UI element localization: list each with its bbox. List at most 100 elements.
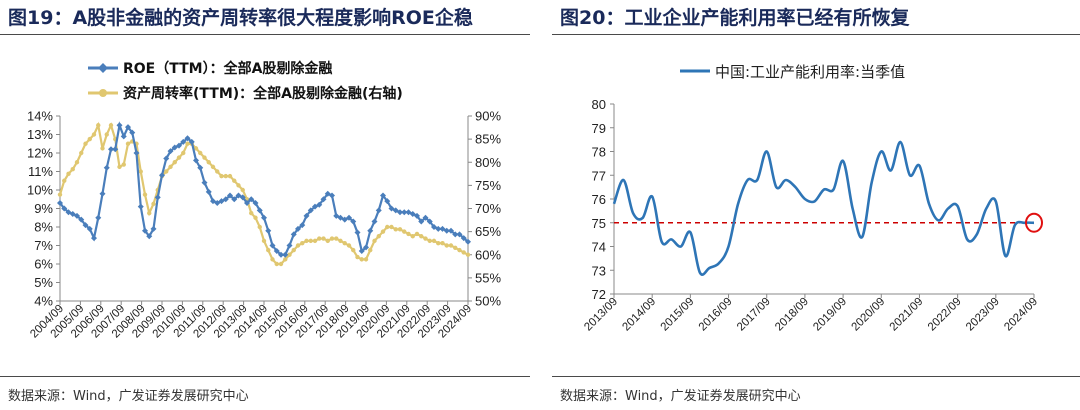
roe-point [337,214,344,221]
roe-point [290,231,297,238]
roe-point [341,216,348,223]
roe-turnover-chart: ROE（TTM）：全部A股剔除金融资产周转率(TTM)：全部A股剔除金融(右轴)… [27,60,501,341]
x-tick-label: 2021/09 [888,296,926,334]
turnover-point [423,236,428,241]
roe-point [171,144,178,151]
roe-point [448,227,454,234]
roe-point [197,164,204,171]
left-source-note: 数据来源：Wind，广发证券发展研究中心 [8,389,249,404]
roe-point [409,211,416,218]
y-right-tick-label: 80% [475,155,501,170]
roe-point [112,146,119,153]
roe-point [95,214,102,221]
roe-point [129,129,136,136]
roe-point [346,214,352,221]
y-right-tick-label: 70% [475,201,501,216]
turnover-point [266,247,271,253]
roe-point [142,227,148,234]
turnover-point [334,236,339,241]
turnover-point [274,261,279,267]
roe-point [222,196,229,203]
roe-point [405,209,412,216]
left-figure: 图19：A股非金融的资产周转率很大程度影响ROE企稳 ROE（TTM）：全部A股… [0,0,530,410]
turnover-point [368,247,373,253]
y-left-tick-label: 5% [34,275,53,290]
turnover-point [104,132,109,137]
turnover-point [436,240,441,246]
turnover-point [448,243,454,248]
roe-point [154,194,161,201]
turnover-point [465,252,471,257]
turnover-point [431,238,437,244]
y-left-tick-label: 6% [34,257,53,272]
y-tick-label: 72 [592,287,606,302]
turnover-point [236,183,241,188]
turnover-point [351,247,356,253]
roe-point [57,199,63,206]
turnover-point [57,192,63,197]
turnover-point [444,243,449,248]
turnover-point [393,227,398,232]
roe-point [146,233,153,240]
roe-point [456,231,463,238]
roe-point [422,214,429,221]
y-left-tick-label: 8% [34,220,53,235]
roe-point [218,198,225,205]
turnover-point [100,146,105,151]
roe-point [282,251,289,258]
y-right-tick-label: 55% [475,270,501,285]
x-tick-label: 2014/09 [620,296,658,334]
turnover-point [304,238,309,244]
y-tick-label: 80 [592,97,606,112]
y-tick-label: 77 [592,168,606,183]
roe-point [180,138,187,145]
latest-value-highlight-circle [1025,212,1043,233]
y-tick-label: 79 [592,121,606,136]
roe-point [388,205,395,212]
roe-point [452,231,459,238]
x-tick-label: 2018/09 [773,296,811,334]
roe-point [261,214,267,221]
roe-point [120,133,127,140]
turnover-point [142,192,148,197]
roe-point [193,157,199,164]
y-tick-label: 78 [592,145,606,160]
roe-point [103,164,110,171]
turnover-point [427,238,432,244]
x-tick-label: 2015/09 [659,296,697,334]
turnover-point [359,257,364,262]
roe-point [371,218,378,225]
roe-point [167,148,174,155]
legend-roe-label: ROE（TTM）：全部A股剔除金融 [123,60,332,77]
turnover-point [402,229,407,234]
roe-point [159,172,165,179]
right-title-rule [552,34,1080,35]
roe-point [367,227,374,234]
turnover-point [253,215,258,220]
turnover-point [376,234,381,239]
y-left-tick-label: 14% [27,109,53,124]
roe-point [78,216,85,223]
turnover-point [210,164,216,170]
y-tick-label: 74 [592,240,606,255]
roe-point [278,251,284,258]
turnover-point [202,155,207,160]
y-tick-label: 73 [592,263,606,278]
roe-point [125,124,131,131]
roe-point [397,209,403,216]
roe-point [65,209,72,216]
roe-point [443,227,450,234]
roe-point [307,207,314,214]
roe-point [299,222,306,229]
roe-point [210,198,216,205]
turnover-point [270,257,275,262]
y-right-tick-label: 90% [475,109,501,124]
roe-point [99,190,106,197]
roe-point [303,212,310,219]
turnover-point [206,160,211,165]
turnover-point [215,169,220,174]
right-source-rule [552,376,1080,377]
roe-point [86,225,93,232]
legend-capacity-label: 中国:工业产能利用率:当季值 [715,63,905,81]
turnover-point [457,247,462,253]
